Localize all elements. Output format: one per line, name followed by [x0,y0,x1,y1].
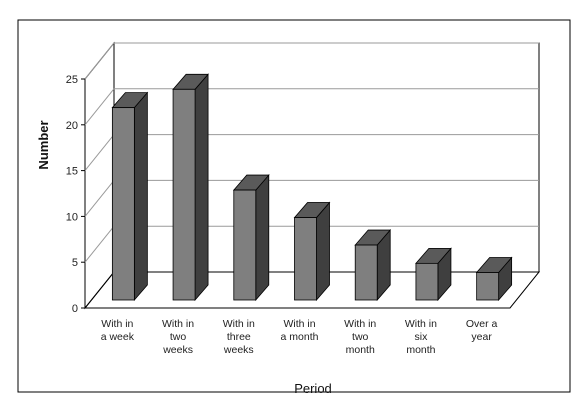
bar-front [111,107,135,301]
x-category-line: six [415,331,429,343]
bar-front [172,88,196,301]
bar-front [354,244,378,301]
x-category-line: weeks [162,344,193,356]
x-category-label: With in a month [281,318,319,343]
bars [111,73,513,302]
x-category-line: a month [281,331,319,343]
bar-front [294,217,317,301]
y-tick-label: 20 [66,120,78,132]
bar-front [233,189,257,301]
x-category-label: With in two weeks [162,318,194,356]
bar-side [133,91,148,302]
floor [83,271,541,309]
y-tick-label: 10 [66,211,78,223]
x-category-line: Over a [466,318,498,330]
chart-frame [17,19,571,393]
y-tick-label: 15 [66,166,78,178]
gridline-side [84,180,115,217]
x-category-line: With in [344,318,376,330]
bar [232,174,270,302]
x-axis-label: Period [294,381,332,396]
y-tick-label: 0 [72,303,78,315]
y-tick-label: 25 [66,74,78,86]
x-category-line: a week [101,331,135,343]
x-category-line: two [352,331,369,343]
gridline-side [84,134,115,171]
x-category-line: three [227,331,251,343]
x-category-line: month [346,344,375,356]
bar [475,256,513,302]
bar-front [415,262,439,301]
x-category-label: With in three weeks [223,318,255,356]
bar [354,228,392,302]
bar-side [316,201,330,302]
bar [111,91,149,302]
bar-side [194,73,209,302]
x-category-label: With in two month [344,318,376,356]
gridline-side [84,88,115,126]
x-category-label: With in a week [101,318,135,343]
bar-side [255,174,270,302]
y-tick-label: 5 [72,257,78,269]
bar [293,201,331,302]
x-category-line: weeks [223,344,254,356]
y-axis-ticks: 0 5 10 15 20 25 [66,74,85,315]
x-category-line: With in [101,318,133,330]
x-category-line: two [170,331,187,343]
x-category-line: With in [162,318,194,330]
x-category-label: Over a year [466,318,498,343]
gridline-side [84,225,115,263]
bar [172,73,209,302]
x-category-line: With in [283,318,315,330]
x-category-line: With in [405,318,437,330]
bar-front [476,272,500,301]
bar [415,247,452,302]
x-category-line: month [406,344,435,356]
gridline-side [84,42,115,80]
x-category-line: With in [223,318,255,330]
x-category-line: year [471,331,492,343]
x-category-label: With in six month [405,318,437,356]
y-axis-label: Number [36,120,51,169]
